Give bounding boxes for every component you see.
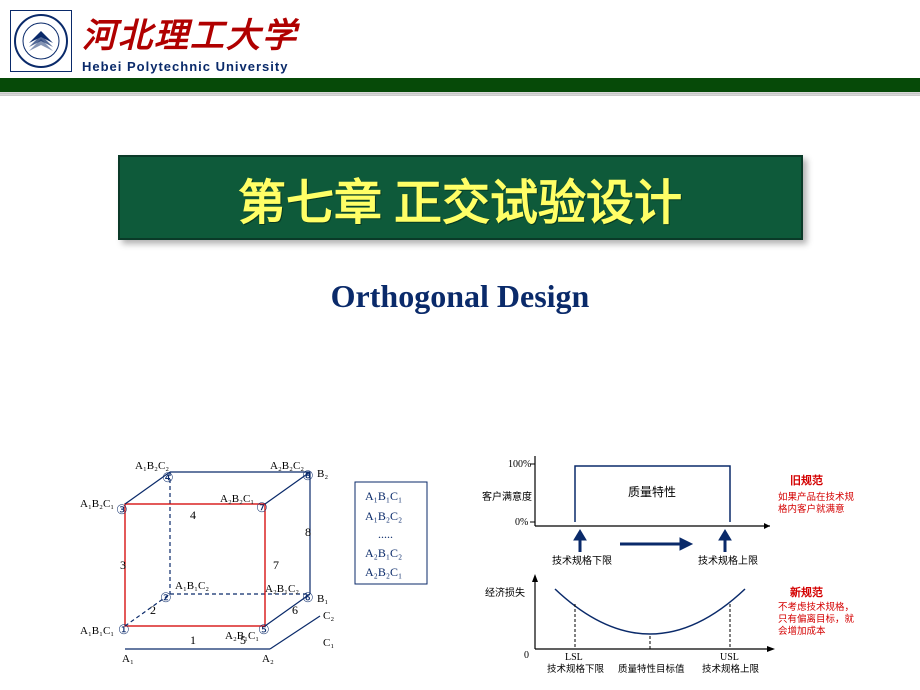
svg-text:A₂B₁C₂: A₂B₁C₂ bbox=[265, 583, 299, 595]
svg-text:质量特性: 质量特性 bbox=[628, 484, 676, 499]
svg-text:A₁: A₁ bbox=[122, 653, 134, 665]
svg-text:C₂: C₂ bbox=[323, 610, 334, 622]
svg-text:7: 7 bbox=[273, 558, 279, 572]
university-name-en: Hebei Polytechnic University bbox=[82, 59, 298, 74]
chapter-title: 第七章 正交试验设计 bbox=[238, 163, 682, 233]
svg-text:USL: USL bbox=[720, 652, 739, 663]
svg-text:1: 1 bbox=[190, 633, 196, 647]
svg-text:⑤: ⑤ bbox=[258, 622, 270, 637]
svg-text:A₂B₂C₁: A₂B₂C₁ bbox=[365, 565, 402, 579]
svg-text:A₂B₁C₂: A₂B₁C₂ bbox=[365, 546, 402, 560]
svg-text:A₂B₁C₁: A₂B₁C₁ bbox=[225, 630, 259, 642]
svg-text:技术规格下限: 技术规格下限 bbox=[552, 554, 612, 567]
svg-text:A₁B₁C₁: A₁B₁C₁ bbox=[80, 625, 114, 637]
svg-text:A₁B₁C₁: A₁B₁C₁ bbox=[365, 489, 402, 503]
svg-text:经济损失: 经济损失 bbox=[485, 586, 525, 599]
svg-text:⑥: ⑥ bbox=[302, 590, 314, 605]
svg-text:技术规格上限: 技术规格上限 bbox=[698, 554, 758, 567]
svg-text:A₁B₁C₂: A₁B₁C₂ bbox=[175, 580, 209, 592]
svg-text:LSL: LSL bbox=[565, 652, 583, 663]
svg-text:⑦: ⑦ bbox=[256, 500, 268, 515]
svg-text:0%: 0% bbox=[515, 517, 528, 528]
svg-text:A₁B₂C₂: A₁B₂C₂ bbox=[365, 509, 402, 523]
quality-characteristic-diagram: 质量特性 客户满意度 100% 0% 技术规格下限 技术规格上限 旧规范 如果产… bbox=[480, 444, 870, 674]
header-divider-line bbox=[0, 92, 920, 95]
university-name-cn: 河北理工大学 bbox=[82, 8, 298, 57]
svg-text:旧规范: 旧规范 bbox=[790, 473, 823, 487]
svg-text:质量特性目标值: 质量特性目标值 bbox=[618, 663, 685, 674]
svg-text:①: ① bbox=[118, 622, 130, 637]
svg-text:如果产品在技术规 格内客户就满意: 如果产品在技术规 格内客户就满意 bbox=[778, 491, 856, 515]
svg-text:A₂B₂C₂: A₂B₂C₂ bbox=[270, 460, 304, 472]
svg-text:8: 8 bbox=[305, 525, 311, 539]
svg-text:0: 0 bbox=[524, 650, 529, 661]
chapter-title-box: 第七章 正交试验设计 bbox=[118, 155, 803, 240]
svg-text:2: 2 bbox=[150, 603, 156, 617]
orthogonal-cube-diagram: ① ② ③ ④ ⑤ ⑥ ⑦ ⑧ 1 2 3 4 5 6 7 8 bbox=[80, 444, 460, 674]
svg-text:A₁B₂C₂: A₁B₂C₂ bbox=[135, 460, 169, 472]
svg-text:.....: ..... bbox=[378, 527, 393, 541]
header: 河北理工大学 Hebei Polytechnic University bbox=[0, 0, 920, 78]
svg-text:3: 3 bbox=[120, 558, 126, 572]
svg-text:A₂: A₂ bbox=[262, 653, 274, 665]
svg-text:6: 6 bbox=[292, 603, 298, 617]
header-divider-bar bbox=[0, 78, 920, 92]
svg-text:②: ② bbox=[160, 590, 172, 605]
svg-text:4: 4 bbox=[190, 508, 196, 522]
svg-text:技术规格上限: 技术规格上限 bbox=[702, 663, 760, 674]
svg-text:100%: 100% bbox=[508, 459, 531, 470]
university-logo bbox=[10, 10, 72, 72]
svg-text:不考虑技术规格， 只有偏离目标，就: 不考虑技术规格， 只有偏离目标，就 会增加成本 bbox=[778, 601, 856, 637]
svg-text:客户满意度: 客户满意度 bbox=[482, 490, 532, 503]
svg-text:A₂B₂C₁: A₂B₂C₁ bbox=[220, 493, 254, 505]
svg-text:C₁: C₁ bbox=[323, 637, 334, 649]
svg-text:④: ④ bbox=[162, 470, 174, 485]
svg-text:B₁: B₁ bbox=[317, 593, 328, 605]
svg-text:技术规格下限: 技术规格下限 bbox=[547, 663, 605, 674]
diagrams-row: ① ② ③ ④ ⑤ ⑥ ⑦ ⑧ 1 2 3 4 5 6 7 8 bbox=[0, 444, 920, 674]
svg-text:B₂: B₂ bbox=[317, 468, 328, 480]
svg-text:③: ③ bbox=[116, 502, 128, 517]
svg-text:A₁B₂C₁: A₁B₂C₁ bbox=[80, 498, 114, 510]
university-title: 河北理工大学 Hebei Polytechnic University bbox=[82, 8, 298, 74]
svg-text:新规范: 新规范 bbox=[790, 585, 823, 599]
chapter-subtitle: Orthogonal Design bbox=[0, 278, 920, 315]
